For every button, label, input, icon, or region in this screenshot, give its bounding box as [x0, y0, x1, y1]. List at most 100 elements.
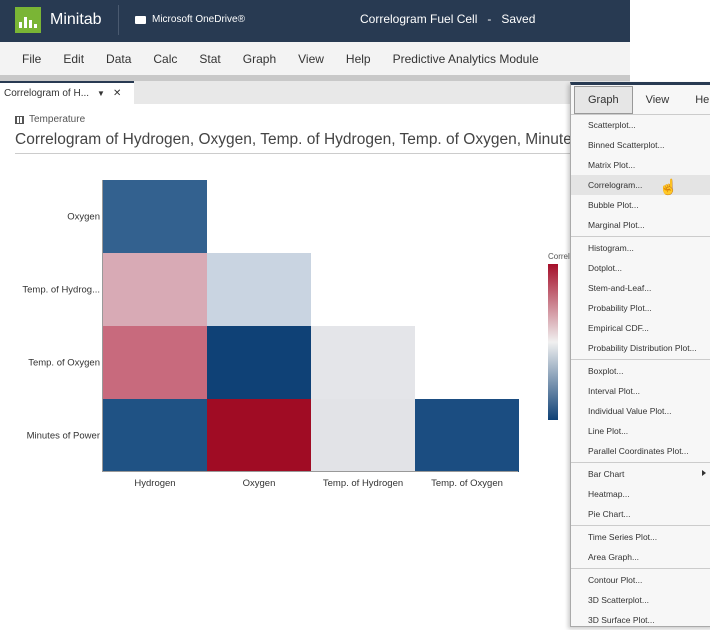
heatmap-cell[interactable]	[311, 326, 415, 399]
menu-item-label: Probability Plot...	[588, 303, 652, 313]
menu-item-dotplot[interactable]: Dotplot...	[571, 258, 710, 278]
menu-tab-graph[interactable]: Graph	[574, 85, 633, 114]
close-icon[interactable]: ✕	[112, 88, 122, 99]
menu-item-individual-value-plot[interactable]: Individual Value Plot...	[571, 401, 710, 421]
menu-bar: File Edit Data Calc Stat Graph View Help Predict…	[0, 42, 630, 75]
tab-correlogram[interactable]: Correlogram of H... ▼ ✕	[0, 81, 134, 104]
menu-item-label: Individual Value Plot...	[588, 406, 672, 416]
menu-item-label: Contour Plot...	[588, 575, 643, 585]
menu-calc[interactable]: Calc	[153, 51, 178, 66]
menu-divider	[571, 568, 710, 569]
menu-help[interactable]: Help	[345, 51, 371, 66]
storage-label: Microsoft OneDrive®	[152, 14, 245, 25]
x-tick-label: Temp. of Hydrogen	[322, 478, 404, 489]
menu-item-correlogram[interactable]: Correlogram... ☝	[571, 175, 710, 196]
worksheet-icon	[15, 115, 24, 124]
menu-item-interval-plot[interactable]: Interval Plot...	[571, 381, 710, 401]
menu-item-label: Dotplot...	[588, 263, 623, 273]
tab-label: Correlogram of H...	[4, 88, 90, 99]
tab-dropdown-icon[interactable]: ▼	[97, 89, 105, 98]
menu-item-label: Area Graph...	[588, 552, 640, 562]
menu-item-scatterplot[interactable]: Scatterplot...	[571, 115, 710, 135]
y-tick-label: Temp. of Oxygen	[28, 357, 100, 368]
menu-item-3d-surface-plot[interactable]: 3D Surface Plot...	[571, 610, 710, 630]
menu-data[interactable]: Data	[106, 51, 132, 66]
menu-item-label: Histogram...	[588, 243, 634, 253]
menu-divider	[571, 462, 710, 463]
heatmap-cell[interactable]	[415, 399, 519, 472]
heatmap-cell[interactable]	[103, 326, 207, 399]
tab-bar: Correlogram of H... ▼ ✕	[0, 81, 630, 104]
menu-item-label: Binned Scatterplot...	[588, 140, 665, 150]
color-scale-legend	[548, 264, 558, 420]
menu-file[interactable]: File	[22, 51, 42, 66]
app-name: Minitab	[50, 11, 102, 28]
menu-predictive-analytics-module[interactable]: Predictive Analytics Module	[392, 51, 539, 66]
heatmap-cell[interactable]	[311, 399, 415, 472]
menu-stat[interactable]: Stat	[199, 51, 221, 66]
menu-item-label: Stem-and-Leaf...	[588, 283, 652, 293]
menu-item-area-graph[interactable]: Area Graph...	[571, 547, 710, 567]
heatmap-cell[interactable]	[207, 326, 311, 399]
folder-icon	[135, 15, 146, 24]
menu-divider	[571, 236, 710, 237]
menu-item-label: Bar Chart	[588, 469, 625, 479]
menu-graph[interactable]: Graph	[242, 51, 277, 66]
menu-item-label: Heatmap...	[588, 489, 630, 499]
menu-item-parallel-coordinates-plot[interactable]: Parallel Coordinates Plot...	[571, 441, 710, 461]
menu-item-boxplot[interactable]: Boxplot...	[571, 361, 710, 381]
menu-item-label: Correlogram...	[588, 180, 643, 190]
x-tick-label: Hydrogen	[134, 478, 176, 489]
submenu-arrow-icon	[702, 470, 706, 476]
menu-item-label: Marginal Plot...	[588, 220, 645, 230]
menu-view[interactable]: View	[298, 51, 324, 66]
heatmap-cell[interactable]	[207, 253, 311, 326]
menu-edit[interactable]: Edit	[63, 51, 85, 66]
worksheet-name: Temperature	[29, 114, 86, 125]
menu-item-label: Matrix Plot...	[588, 160, 636, 170]
menu-tab-view[interactable]: View	[645, 93, 670, 106]
menu-item-line-plot[interactable]: Line Plot...	[571, 421, 710, 441]
x-axis	[102, 471, 518, 472]
divider	[0, 75, 630, 81]
menu-item-probability-plot[interactable]: Probability Plot...	[571, 298, 710, 318]
menu-item-matrix-plot[interactable]: Matrix Plot...	[571, 155, 710, 175]
heatmap-cell[interactable]	[103, 399, 207, 472]
menu-item-bar-chart[interactable]: Bar Chart	[571, 464, 710, 484]
menu-item-contour-plot[interactable]: Contour Plot...	[571, 570, 710, 590]
graph-title: Correlogram of Hydrogen, Oxygen, Temp. o…	[15, 131, 612, 148]
heatmap-cell[interactable]	[207, 399, 311, 472]
menu-item-empirical-cdf[interactable]: Empirical CDF...	[571, 318, 710, 338]
menu-item-stem-and-leaf[interactable]: Stem-and-Leaf...	[571, 278, 710, 298]
hand-cursor-icon: ☝	[659, 179, 678, 196]
y-axis	[102, 180, 103, 472]
menu-item-3d-scatterplot[interactable]: 3D Scatterplot...	[571, 590, 710, 610]
x-tick-label: Temp. of Oxygen	[431, 478, 503, 489]
menu-item-histogram[interactable]: Histogram...	[571, 238, 710, 258]
menu-divider	[571, 359, 710, 360]
divider	[15, 153, 575, 154]
y-tick-label: Oxygen	[67, 211, 100, 222]
worksheet-label: Temperature	[15, 114, 85, 125]
heatmap-cell[interactable]	[103, 253, 207, 326]
onedrive-location[interactable]: Microsoft OneDrive®	[135, 14, 245, 25]
menu-item-label: Bubble Plot...	[588, 200, 639, 210]
menu-item-binned-scatterplot[interactable]: Binned Scatterplot...	[571, 135, 710, 155]
menu-item-label: Scatterplot...	[588, 120, 636, 130]
menu-item-label: Time Series Plot...	[588, 532, 658, 542]
document-title: Correlogram Fuel Cell - Saved	[360, 12, 536, 26]
menu-item-probability-distribution-plot[interactable]: Probability Distribution Plot...	[571, 338, 710, 358]
heatmap-cell[interactable]	[103, 180, 207, 253]
menu-item-label: Empirical CDF...	[588, 323, 649, 333]
title-bar: Minitab Microsoft OneDrive® Correlogram …	[0, 0, 630, 42]
menu-tab-help[interactable]: Help	[695, 93, 710, 106]
minitab-logo-icon	[15, 7, 41, 33]
menu-item-marginal-plot[interactable]: Marginal Plot...	[571, 215, 710, 235]
menu-item-time-series-plot[interactable]: Time Series Plot...	[571, 527, 710, 547]
menu-item-heatmap[interactable]: Heatmap...	[571, 484, 710, 504]
menu-item-label: 3D Surface Plot...	[588, 615, 655, 625]
divider	[118, 5, 119, 35]
menu-item-bubble-plot[interactable]: Bubble Plot...	[571, 195, 710, 215]
menu-item-pie-chart[interactable]: Pie Chart...	[571, 504, 710, 524]
menu-tabs: Graph View Help	[571, 85, 710, 115]
